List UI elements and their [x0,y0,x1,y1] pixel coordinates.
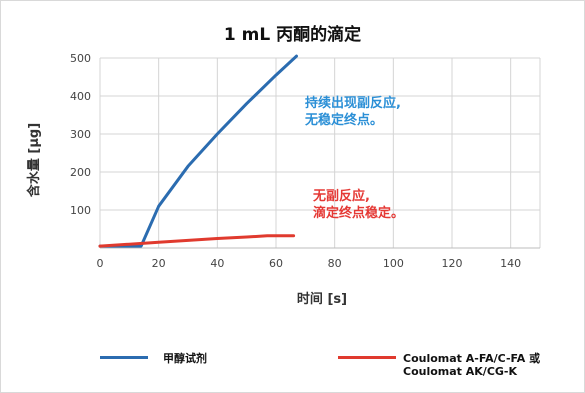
x-axis-label: 时间 [s] [297,291,347,307]
legend-item-coulomat-line2: Coulomat AK/CG-K [403,365,518,378]
chart-title: 1 mL 丙酮的滴定 [223,25,362,45]
y-tick-label: 400 [70,90,91,103]
x-tick-label: 80 [328,257,342,270]
annotation-text: 滴定终点稳定。 [313,205,404,221]
x-tick-label: 140 [500,257,521,270]
x-tick-label: 40 [210,257,224,270]
y-axis-label: 含水量 [µg] [26,123,42,198]
x-tick-label: 120 [442,257,463,270]
series-line-2 [98,234,296,248]
legend-item-coulomat-line1: Coulomat A-FA/C-FA 或 [403,352,541,365]
annotation-text: 无副反应, [312,188,370,204]
annotations: 持续出现副反应,无稳定终点。无副反应,滴定终点稳定。 [304,95,404,221]
y-tick-label: 200 [70,166,91,179]
legend-swatch-red [338,356,396,359]
y-tick-label: 300 [70,128,91,141]
x-tick-label: 20 [152,257,166,270]
y-tick-label: 500 [70,52,91,65]
x-tick-label: 0 [97,257,104,270]
tick-labels: 0 20 40 60 80 100 120 140 100 200 300 400 500 [70,52,521,270]
legend-item-methanol: 甲醇试剂 [163,352,207,365]
y-tick-label: 100 [70,204,91,217]
series-line-1 [98,54,298,248]
x-tick-label: 60 [269,257,283,270]
legend-swatch-blue [100,356,148,359]
x-tick-label: 100 [383,257,404,270]
annotation-text: 无稳定终点。 [304,112,383,128]
series-lines [98,54,298,248]
grid-lines [99,57,541,249]
annotation-text: 持续出现副反应, [305,95,401,111]
